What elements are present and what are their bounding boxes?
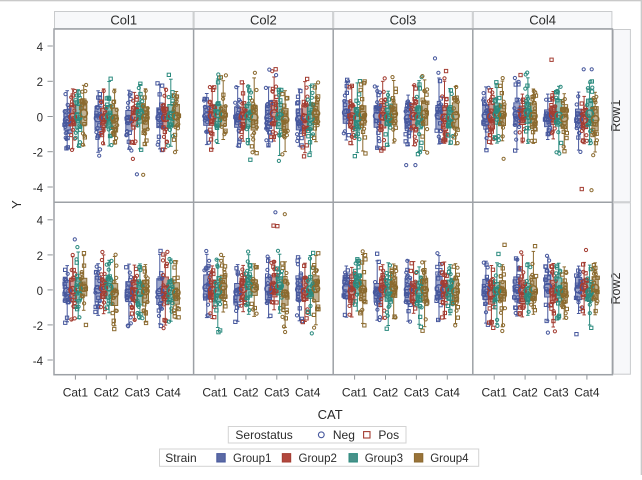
svg-text:Group2: Group2 <box>299 453 337 465</box>
svg-text:-2: -2 <box>33 148 43 160</box>
svg-text:Cat2: Cat2 <box>512 385 538 399</box>
svg-text:Col2: Col2 <box>250 12 277 27</box>
svg-text:Row1: Row1 <box>609 100 623 132</box>
svg-text:Cat3: Cat3 <box>264 385 290 399</box>
svg-text:Cat2: Cat2 <box>94 385 120 399</box>
svg-text:-4: -4 <box>33 356 44 368</box>
svg-text:0: 0 <box>37 112 43 124</box>
svg-text:Cat1: Cat1 <box>63 385 89 399</box>
svg-text:Row2: Row2 <box>609 272 623 304</box>
svg-text:Pos: Pos <box>378 428 399 442</box>
svg-text:Cat4: Cat4 <box>155 385 181 399</box>
svg-text:Cat2: Cat2 <box>373 385 399 399</box>
svg-text:2: 2 <box>37 77 43 89</box>
svg-text:Cat1: Cat1 <box>202 385 228 399</box>
svg-text:Cat2: Cat2 <box>233 385 259 399</box>
svg-text:Group4: Group4 <box>430 453 469 465</box>
svg-text:Cat4: Cat4 <box>295 385 321 399</box>
svg-text:4: 4 <box>37 216 44 228</box>
svg-text:Cat4: Cat4 <box>435 385 461 399</box>
svg-text:Neg: Neg <box>333 428 355 442</box>
svg-text:4: 4 <box>37 42 44 54</box>
svg-text:Group1: Group1 <box>233 453 271 465</box>
svg-text:-2: -2 <box>33 321 43 333</box>
svg-text:Cat3: Cat3 <box>404 385 430 399</box>
svg-text:2: 2 <box>37 251 43 263</box>
svg-text:Cat3: Cat3 <box>125 385 151 399</box>
svg-text:Strain: Strain <box>165 451 196 465</box>
svg-text:Col1: Col1 <box>110 12 137 27</box>
svg-text:0: 0 <box>37 286 43 298</box>
svg-text:Col3: Col3 <box>390 12 417 27</box>
svg-text:-4: -4 <box>33 183 44 195</box>
svg-text:Y: Y <box>9 200 24 209</box>
svg-text:Serostatus: Serostatus <box>235 428 292 442</box>
svg-text:Group3: Group3 <box>365 453 403 465</box>
svg-text:Cat1: Cat1 <box>342 385 368 399</box>
svg-text:CAT: CAT <box>318 407 343 422</box>
svg-text:Cat4: Cat4 <box>574 385 600 399</box>
svg-text:Cat1: Cat1 <box>482 385 508 399</box>
svg-text:Col4: Col4 <box>529 12 556 27</box>
svg-text:Cat3: Cat3 <box>543 385 569 399</box>
